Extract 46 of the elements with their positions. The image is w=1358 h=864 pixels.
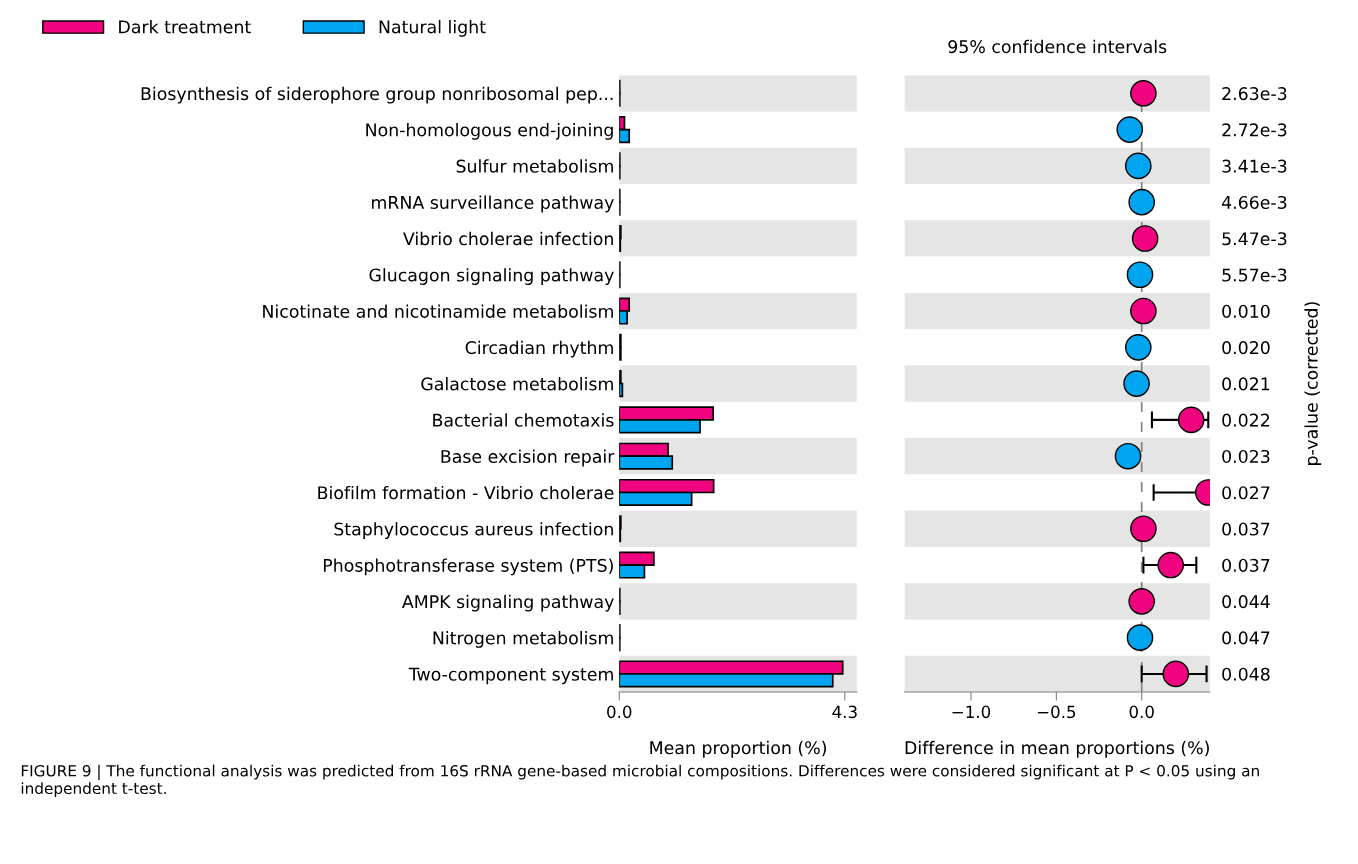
y2-tick-label: 0.037 xyxy=(1222,558,1270,572)
y-tick-label: Bacterial chemotaxis xyxy=(433,413,614,427)
y2-axis-title: p-value (corrected) xyxy=(1304,302,1322,465)
y-tick-label: Galactose metabolism xyxy=(421,377,613,391)
y2-tick-label: 0.022 xyxy=(1222,413,1270,427)
y2-tick-label: 0.023 xyxy=(1222,449,1270,464)
y-tick-label: Glucagon signaling pathway xyxy=(369,268,614,285)
y-tick-label: Base excision repair xyxy=(441,449,615,467)
y-tick-label: Nicotinate and nicotinamide metabolism xyxy=(263,304,613,318)
x-tick-label: 0.0 xyxy=(1129,705,1154,719)
y2-tick-label: 5.47e-3 xyxy=(1222,232,1287,246)
y-tick-label: Circadian rhythm xyxy=(465,340,613,358)
y-tick-label: Phosphotransferase system (PTS) xyxy=(323,558,613,576)
caption: FIGURE 9 | The functional analysis was predicted from 16S rRNA gene-based microbial compositions. Differences were considered significant at P < 0.05 using an independent t-test. xyxy=(21,764,1259,798)
y-tick-label: AMPK signaling pathway xyxy=(402,594,614,612)
y2-tick-label: 4.66e-3 xyxy=(1221,195,1287,210)
y2-tick-label: 0.020 xyxy=(1222,341,1270,355)
x-tick-label: −1.0 xyxy=(952,705,991,719)
x-tick-label: 0.0 xyxy=(607,705,632,719)
x-axis-title: Mean proportion (%) xyxy=(650,740,826,758)
y-tick-label: Sulfur metabolism xyxy=(456,159,613,173)
y2-tick-label: 3.41e-3 xyxy=(1222,159,1287,173)
legend-label: Natural light xyxy=(379,19,486,37)
y-tick-label: mRNA surveillance pathway xyxy=(372,195,614,213)
y2-tick-label: 0.044 xyxy=(1222,595,1270,609)
x-tick-label: −0.5 xyxy=(1037,705,1076,719)
y-tick-label: Biofilm formation - Vibrio cholerae xyxy=(318,485,614,500)
y2-tick-label: 0.048 xyxy=(1222,667,1270,681)
y2-tick-label: 0.010 xyxy=(1222,304,1270,318)
x-tick-label: 4.3 xyxy=(832,705,857,719)
y-tick-label: Nitrogen metabolism xyxy=(433,631,613,648)
y2-tick-label: 5.57e-3 xyxy=(1222,268,1287,282)
y2-tick-label: 2.72e-3 xyxy=(1222,123,1287,137)
y-tick-label: Vibrio cholerae infection xyxy=(403,231,613,246)
y-tick-label: Biosynthesis of siderophore group nonribosomal pep... xyxy=(141,86,613,104)
chart-title: 95% confidence intervals xyxy=(948,39,1167,54)
y2-tick-label: 0.037 xyxy=(1222,522,1270,536)
legend-label: Dark treatment xyxy=(119,19,251,34)
y-tick-label: Staphylococcus aureus infection xyxy=(334,522,613,539)
y2-tick-label: 0.047 xyxy=(1222,631,1270,645)
y-tick-label: Non-homologous end-joining xyxy=(366,123,613,140)
y2-tick-label: 0.021 xyxy=(1222,377,1270,391)
y2-tick-label: 2.63e-3 xyxy=(1222,87,1287,101)
x-axis-title: Difference in mean proportions (%) xyxy=(905,740,1209,758)
y-tick-label: Two-component system xyxy=(408,667,613,685)
y2-tick-label: 0.027 xyxy=(1222,486,1270,500)
